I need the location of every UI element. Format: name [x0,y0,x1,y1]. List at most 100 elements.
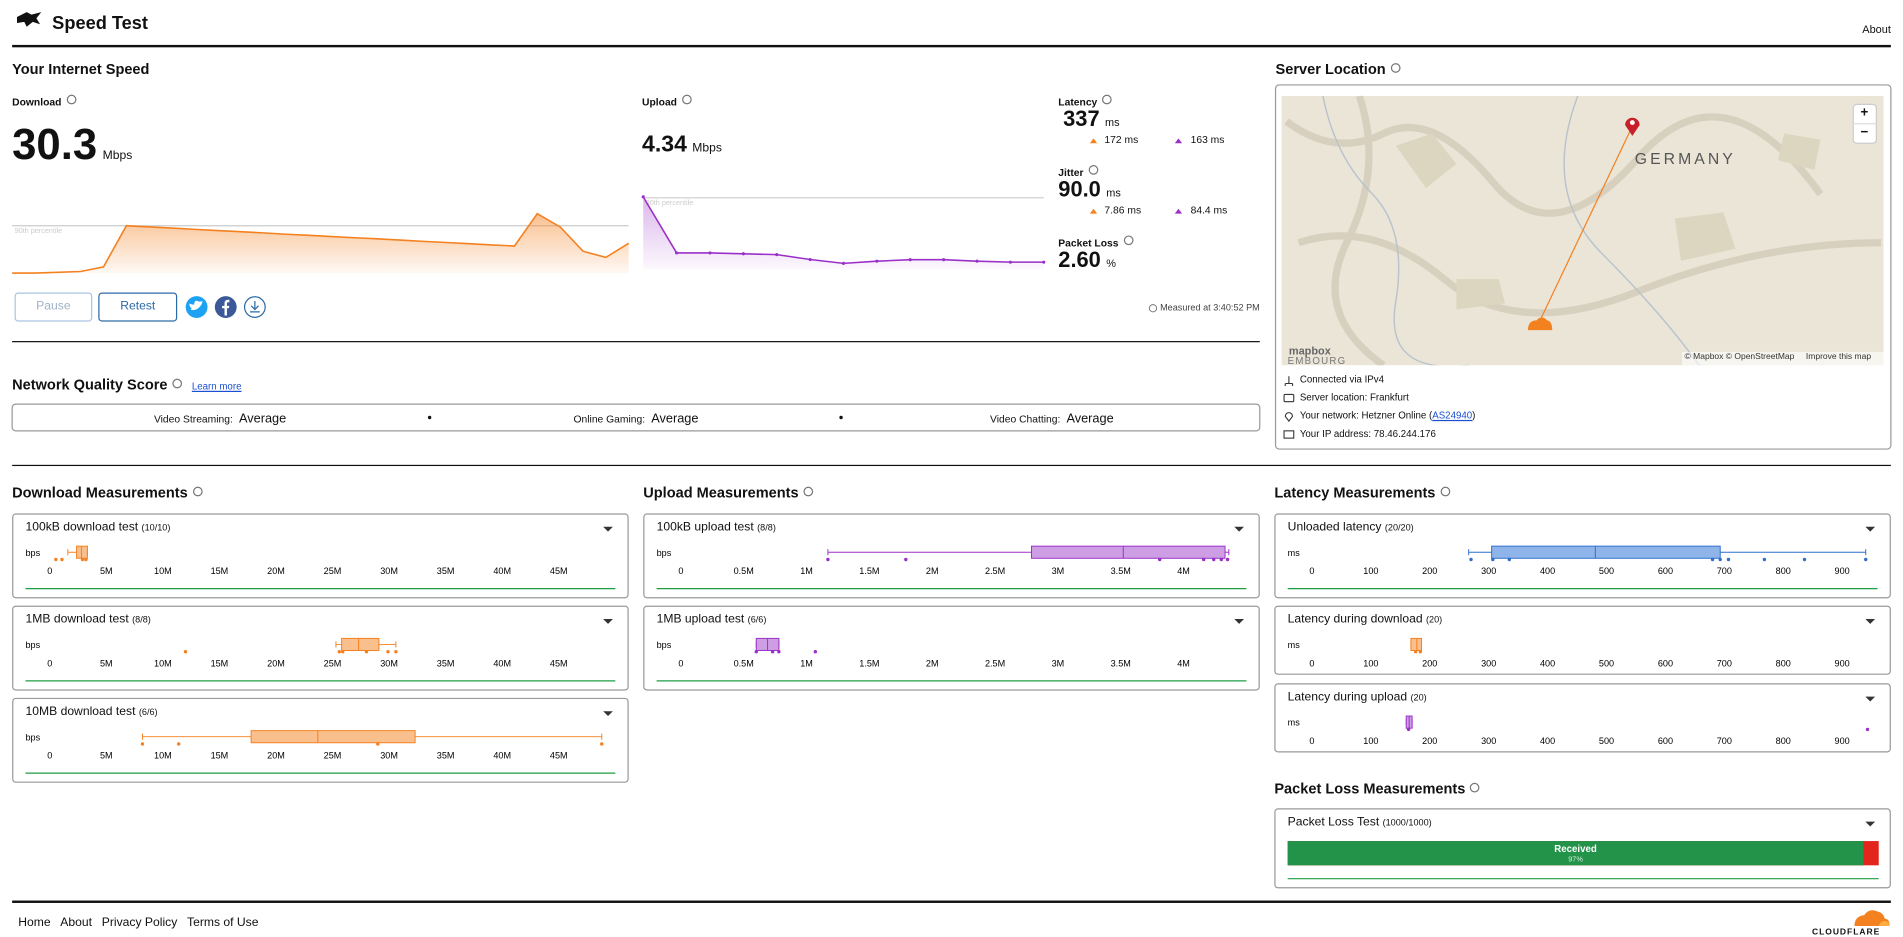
footer-link[interactable]: Terms of Use [186,916,259,930]
download-speed: 30.3 [12,118,98,169]
sample-point [1158,557,1162,562]
upload-speed: 4.34 [642,132,687,158]
unit: Mbps [102,149,133,163]
packet-loss-panel: Packet Loss Test (1000/1000) Received 97% [1274,808,1891,889]
sample-point [140,742,145,746]
x-tick-label: 100 [1363,736,1378,746]
measurement-panel: Latency during upload (20) ms 0 100 200 300 40… [1274,683,1891,753]
x-tick-label: 5M [100,751,113,761]
improve-map[interactable]: Improve this map [1805,353,1872,362]
map [1281,95,1884,366]
quality-box [11,403,1261,432]
latency: 337 [1063,106,1100,132]
panel-title: 100kB upload test (8/8) [656,520,776,535]
x-tick-label: 25M [324,751,342,761]
x-tick-label: 2.5M [985,658,1005,668]
x-tick-label: 3.5M [1111,658,1131,668]
collapse-caret[interactable] [603,711,613,717]
x-tick-label: 10M [154,751,172,761]
sample-point [1507,557,1512,562]
asn-link[interactable]: AS24940 [1432,410,1473,422]
x-tick-label: 4M [1177,658,1190,668]
footer-link[interactable]: Privacy Policy [101,916,178,930]
x-tick-label: 100 [1363,566,1378,576]
unit-label: bps [657,640,672,650]
site-title: Speed Test [52,13,148,34]
sample-point [1469,557,1473,562]
x-tick-label: 700 [1717,736,1732,746]
x-tick-label: 2M [926,658,939,668]
sample-point [1413,650,1418,654]
zoom-out[interactable]: − [1860,125,1869,140]
x-tick-label: 600 [1658,658,1673,668]
test-name: 100kB upload test [656,520,754,535]
collapse-caret[interactable] [603,526,613,532]
zoom-in[interactable]: + [1860,105,1869,121]
footer-link[interactable]: Home [18,916,51,930]
pause-button[interactable]: Pause [14,292,93,322]
test-name: 10MB download test [25,705,136,719]
collapse-caret[interactable] [1865,526,1876,532]
x-tick-label: 35M [437,751,455,761]
collapse-caret[interactable] [1234,618,1244,624]
collapse-caret[interactable] [603,618,613,624]
sample-point [770,650,775,654]
learn-more[interactable]: Learn more [191,381,242,393]
test-count: (6/6) [138,706,158,718]
x-tick-label: 700 [1717,566,1732,576]
x-tick-label: 900 [1835,658,1850,668]
speed-point [875,259,879,263]
label: Upload [642,95,677,109]
divider [12,44,1891,47]
info-icon [1102,94,1112,105]
unit: % [1106,257,1116,270]
box-plot: bps 0 0.5M 1M 1.5M 2M 2.5M 3M 3.5M 4M [656,618,1247,682]
footer-link[interactable]: About [60,916,93,930]
x-tick-label: 40M [493,566,511,576]
panel-title: Unloaded latency (20/20) [1288,521,1414,534]
sample-point [826,557,830,562]
x-tick-label: 3.5M [1111,566,1131,576]
speed-point [1042,260,1046,264]
brand: CLOUDFLARE [1811,928,1881,937]
x-tick-label: 20M [267,751,285,761]
sample-point [1212,557,1216,562]
x-tick-label: 0 [1309,566,1314,576]
footer-links: Home About Privacy Policy Terms of Use [18,916,259,930]
sample-point [376,742,380,746]
box [1491,545,1721,559]
panel-title: Latency during download (20) [1288,614,1443,626]
unit: ms [1106,186,1121,200]
sample-point [904,557,908,562]
info-icon [172,378,183,389]
jitter: 90.0 [1058,177,1101,202]
retest-button[interactable]: Retest [98,292,178,322]
x-tick-label: 20M [267,658,285,668]
measurement-panel: 10MB download test (6/6) bps 0 5M 10M 15M 20M 2… [12,697,629,783]
bar-label: Received [1554,844,1597,855]
x-tick-label: 400 [1540,566,1555,576]
nav-about[interactable]: About [1862,23,1891,36]
measured-time: Measured at 3:40:52 PM [1160,302,1260,314]
collapse-caret[interactable] [1865,618,1876,624]
map-label: GERMANY [1634,149,1736,168]
label: Download [12,95,62,109]
quality-item: Video Streaming: Average [12,410,428,426]
sample-point [1406,727,1411,732]
speed-area [643,196,1044,270]
test-count: (20/20) [1384,521,1414,533]
unit-label: ms [1288,718,1301,728]
x-tick-label: 30M [380,658,398,668]
x-tick-label: 10M [154,658,172,668]
x-tick-label: 800 [1776,736,1791,746]
x-tick-label: 0 [1309,736,1314,746]
x-tick-label: 300 [1481,566,1496,576]
x-tick-label: 15M [211,658,229,668]
collapse-caret[interactable] [1865,696,1876,702]
box-plot: ms 0 100 200 300 400 500 600 700 800 900 [1288,696,1876,746]
box [1410,637,1423,652]
x-tick-label: 25M [324,658,342,668]
quality-value: Average [238,411,287,426]
collapse-caret[interactable] [1234,526,1244,532]
